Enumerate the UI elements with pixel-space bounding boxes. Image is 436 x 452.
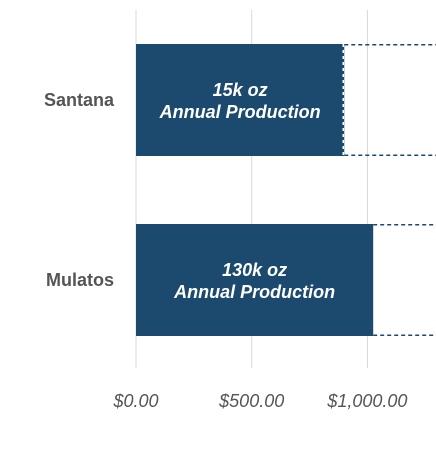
tick-label: $1,000.00 [326, 391, 407, 411]
bar-santana [136, 44, 345, 156]
tick-label: $500.00 [218, 391, 284, 411]
category-label: Santana [44, 90, 115, 110]
bar-data-label: 15k oz [213, 80, 268, 100]
bar-data-label: Annual Production [159, 102, 321, 122]
x-axis-ticks: $0.00 $500.00 $1,000.00 [112, 391, 407, 411]
category-label: Mulatos [46, 270, 114, 290]
bar-data-label: Annual Production [173, 282, 335, 302]
tick-label: $0.00 [112, 391, 158, 411]
category-labels: Santana Mulatos [44, 90, 115, 290]
bar-data-label: 130k oz [222, 260, 287, 280]
bar-mulatos [136, 224, 374, 336]
